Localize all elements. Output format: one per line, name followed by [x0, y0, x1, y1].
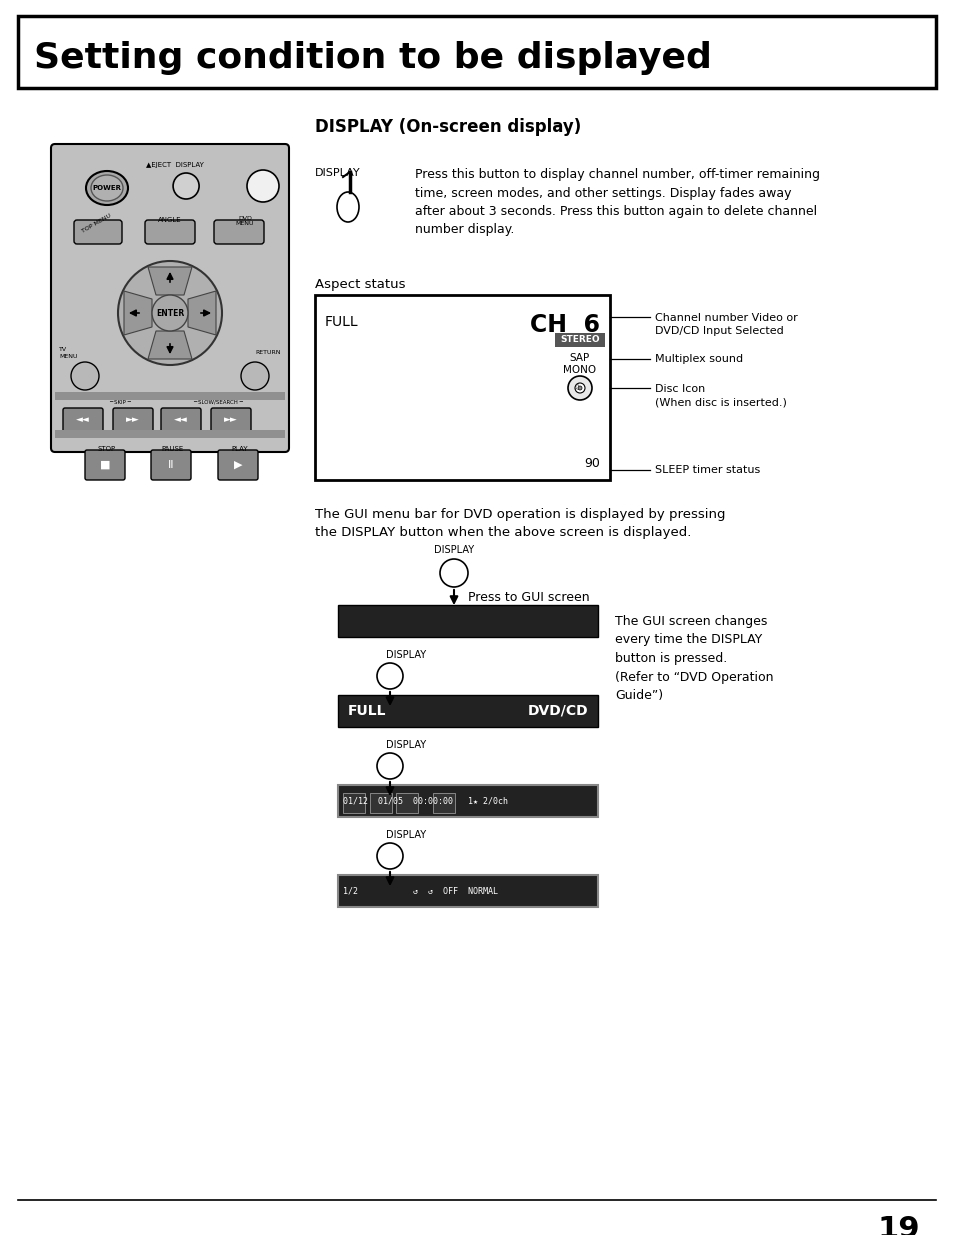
- Bar: [395, 793, 417, 813]
- Text: Press to GUI screen: Press to GUI screen: [468, 592, 589, 604]
- Text: POWER: POWER: [92, 185, 121, 191]
- FancyBboxPatch shape: [211, 408, 251, 433]
- Bar: [370, 793, 392, 813]
- Text: ►►: ►►: [224, 415, 237, 425]
- Text: STOP: STOP: [98, 446, 116, 452]
- Text: PAUSE: PAUSE: [162, 446, 184, 452]
- Text: TOP MENU: TOP MENU: [81, 212, 112, 233]
- Circle shape: [241, 362, 269, 390]
- Text: ▶: ▶: [233, 459, 242, 471]
- Text: Setting condition to be displayed: Setting condition to be displayed: [34, 41, 711, 75]
- FancyBboxPatch shape: [85, 450, 125, 480]
- Circle shape: [71, 362, 99, 390]
- FancyBboxPatch shape: [151, 450, 191, 480]
- Circle shape: [247, 170, 278, 203]
- Bar: [314, 295, 609, 480]
- FancyBboxPatch shape: [218, 450, 257, 480]
- Text: SAP: SAP: [569, 353, 590, 363]
- Text: ENTER: ENTER: [155, 309, 184, 317]
- Text: Channel number Video or
DVD/CD Input Selected: Channel number Video or DVD/CD Input Sel…: [655, 312, 797, 336]
- Bar: [18, 16, 935, 88]
- Circle shape: [172, 173, 199, 199]
- Text: CH  6: CH 6: [530, 312, 599, 337]
- Text: ─ SKIP ─: ─ SKIP ─: [109, 400, 131, 405]
- FancyBboxPatch shape: [161, 408, 201, 433]
- Text: DVD
MENU: DVD MENU: [235, 216, 254, 226]
- Bar: [55, 391, 285, 400]
- Text: 19: 19: [877, 1215, 919, 1235]
- Text: II: II: [168, 459, 174, 471]
- Circle shape: [376, 844, 402, 869]
- Text: ◄◄: ◄◄: [174, 415, 188, 425]
- Bar: [433, 793, 455, 813]
- Ellipse shape: [86, 170, 128, 205]
- Bar: [555, 333, 604, 347]
- Bar: [337, 785, 598, 818]
- Text: The GUI screen changes
every time the DISPLAY
button is pressed.
(Refer to “DVD : The GUI screen changes every time the DI…: [615, 615, 773, 701]
- Circle shape: [118, 261, 222, 366]
- Bar: [337, 605, 598, 637]
- Text: DISPLAY: DISPLAY: [386, 650, 426, 659]
- Text: STEREO: STEREO: [559, 336, 599, 345]
- Text: 01/12  01/05  00:00:00   1★ 2/0ch: 01/12 01/05 00:00:00 1★ 2/0ch: [343, 797, 507, 805]
- FancyBboxPatch shape: [63, 408, 103, 433]
- Text: DISPLAY: DISPLAY: [386, 830, 426, 840]
- Text: TV
MENU: TV MENU: [59, 347, 77, 358]
- Bar: [55, 430, 285, 438]
- Circle shape: [578, 387, 581, 390]
- FancyBboxPatch shape: [51, 144, 289, 452]
- Text: SLEEP timer status: SLEEP timer status: [655, 466, 760, 475]
- Text: ▲EJECT  DISPLAY: ▲EJECT DISPLAY: [146, 162, 203, 168]
- Text: DISPLAY: DISPLAY: [386, 740, 426, 750]
- Bar: [337, 876, 598, 906]
- Circle shape: [376, 753, 402, 779]
- Text: Press this button to display channel number, off-timer remaining
time, screen mo: Press this button to display channel num…: [415, 168, 820, 236]
- Text: DISPLAY: DISPLAY: [434, 545, 474, 555]
- Text: FULL: FULL: [348, 704, 386, 718]
- Text: 90: 90: [583, 457, 599, 471]
- Text: ■: ■: [100, 459, 111, 471]
- FancyBboxPatch shape: [74, 220, 122, 245]
- Text: ►►: ►►: [126, 415, 140, 425]
- Text: DVD/CD: DVD/CD: [527, 704, 587, 718]
- Bar: [337, 695, 598, 727]
- Polygon shape: [148, 267, 192, 295]
- Text: 1/2           ↺  ↺  OFF  NORMAL: 1/2 ↺ ↺ OFF NORMAL: [343, 887, 497, 895]
- Text: Aspect status: Aspect status: [314, 278, 405, 291]
- FancyBboxPatch shape: [145, 220, 194, 245]
- Circle shape: [152, 295, 188, 331]
- Text: ◄◄: ◄◄: [76, 415, 90, 425]
- FancyBboxPatch shape: [112, 408, 152, 433]
- Circle shape: [376, 663, 402, 689]
- Circle shape: [567, 375, 592, 400]
- Ellipse shape: [336, 191, 358, 222]
- Text: DISPLAY (On-screen display): DISPLAY (On-screen display): [314, 119, 580, 136]
- Text: Multiplex sound: Multiplex sound: [655, 354, 742, 364]
- Bar: [343, 793, 365, 813]
- Polygon shape: [124, 291, 152, 335]
- Circle shape: [575, 383, 584, 393]
- Text: FULL: FULL: [325, 315, 358, 329]
- Text: ANGLE: ANGLE: [158, 217, 182, 224]
- Text: ─ SLOW/SEARCH ─: ─ SLOW/SEARCH ─: [193, 400, 243, 405]
- FancyBboxPatch shape: [213, 220, 264, 245]
- Text: RETURN: RETURN: [255, 351, 281, 356]
- Ellipse shape: [91, 175, 123, 201]
- Text: ♫: ♫: [574, 384, 579, 390]
- Text: The GUI menu bar for DVD operation is displayed by pressing
the DISPLAY button w: The GUI menu bar for DVD operation is di…: [314, 508, 724, 538]
- Circle shape: [439, 559, 468, 587]
- Text: MONO: MONO: [563, 366, 596, 375]
- Text: DISPLAY: DISPLAY: [314, 168, 360, 178]
- Text: Disc Icon
(When disc is inserted.): Disc Icon (When disc is inserted.): [655, 384, 786, 408]
- Text: PLAY: PLAY: [232, 446, 248, 452]
- Polygon shape: [148, 331, 192, 359]
- Polygon shape: [188, 291, 215, 335]
